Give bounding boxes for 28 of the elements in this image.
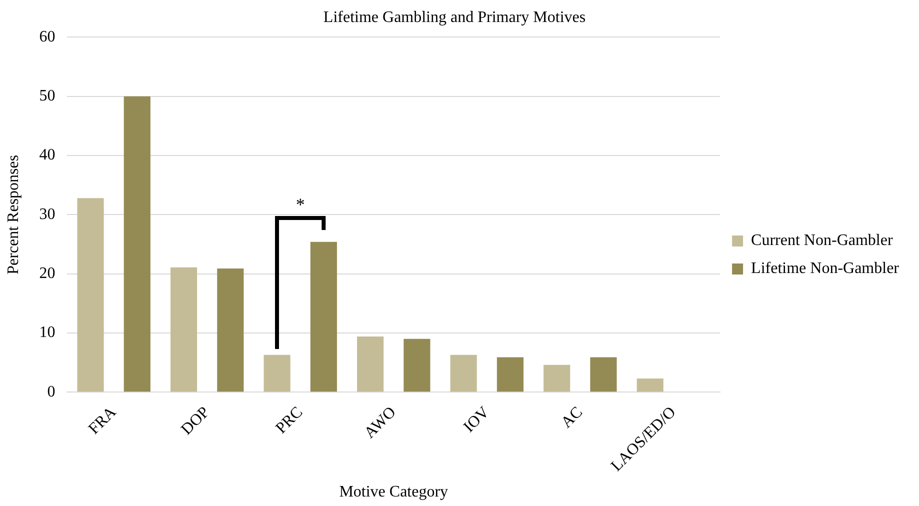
x-tick-label: IOV [460, 403, 494, 436]
x-tick-label: AC [558, 404, 586, 432]
bar [357, 336, 384, 392]
bar [450, 354, 477, 392]
y-axis-title: Percent Responses [4, 154, 22, 274]
bar [636, 378, 664, 392]
bar [217, 268, 244, 392]
y-tick-label: 20 [39, 265, 56, 282]
bar [590, 357, 617, 392]
y-tick-label: 50 [39, 88, 56, 105]
annotation: * [296, 194, 305, 215]
x-tick-label: FRA [86, 403, 120, 438]
y-tick-label: 40 [39, 146, 56, 164]
bar [264, 354, 290, 392]
bar [124, 96, 150, 392]
y-tick-label: 60 [39, 28, 56, 46]
legend-label: Lifetime Non-Gambler [751, 260, 900, 278]
y-tick-label: 30 [39, 206, 56, 223]
y-tick-label: 0 [47, 383, 56, 400]
y-tick-label: 10 [39, 324, 56, 342]
bar [170, 267, 198, 392]
bar [496, 357, 524, 392]
bar [544, 364, 570, 392]
bar [77, 198, 104, 392]
x-axis-title: Motive Category [339, 484, 448, 501]
chart-title: Lifetime Gambling and Primary Motives [323, 8, 586, 26]
legend-label: Current Non-Gambler [751, 232, 894, 250]
bar [404, 338, 430, 392]
